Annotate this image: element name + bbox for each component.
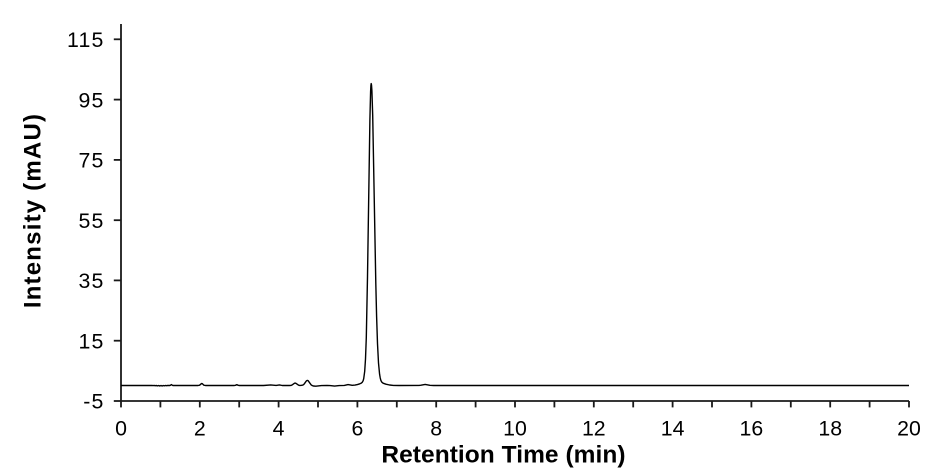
svg-text:0: 0 (115, 416, 127, 440)
svg-text:8: 8 (430, 416, 442, 440)
svg-text:20: 20 (897, 416, 921, 440)
svg-text:-5: -5 (83, 390, 104, 414)
svg-text:2: 2 (194, 416, 206, 440)
svg-text:16: 16 (740, 416, 764, 440)
svg-text:14: 14 (661, 416, 685, 440)
svg-text:95: 95 (79, 88, 105, 112)
svg-text:15: 15 (79, 329, 105, 353)
svg-text:Intensity (mAU): Intensity (mAU) (20, 113, 47, 308)
svg-text:55: 55 (79, 209, 105, 233)
svg-text:Retention Time (min): Retention Time (min) (381, 442, 625, 469)
svg-text:6: 6 (351, 416, 363, 440)
svg-text:115: 115 (67, 28, 105, 52)
svg-text:75: 75 (79, 149, 105, 173)
svg-text:35: 35 (79, 269, 105, 293)
svg-text:18: 18 (818, 416, 842, 440)
svg-text:4: 4 (273, 416, 285, 440)
svg-text:10: 10 (503, 416, 527, 440)
svg-text:12: 12 (582, 416, 606, 440)
